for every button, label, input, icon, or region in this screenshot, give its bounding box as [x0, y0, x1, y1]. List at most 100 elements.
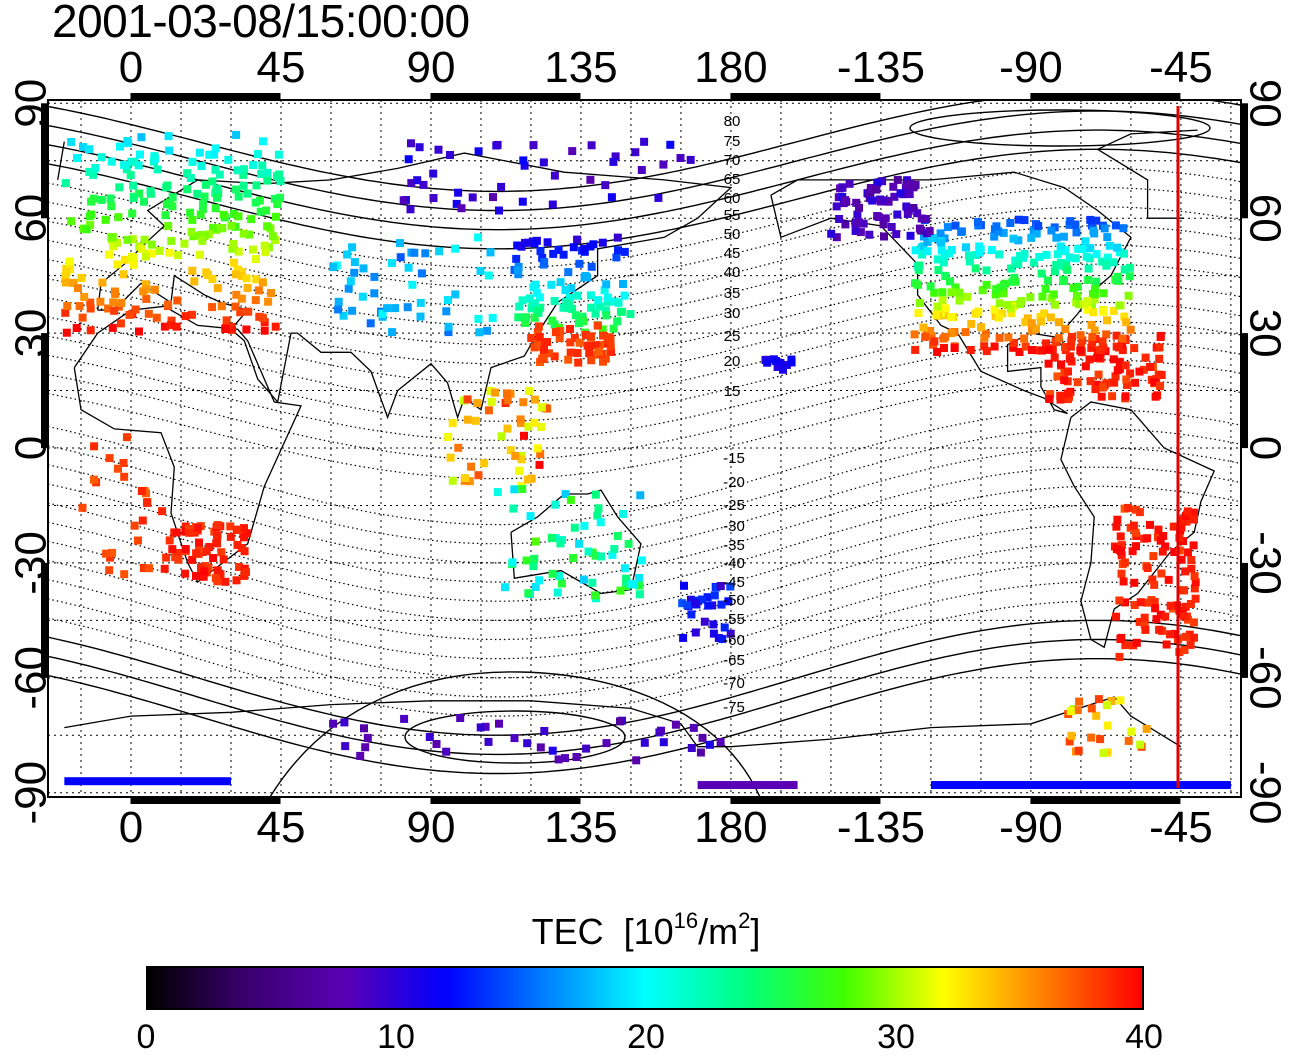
tec-point	[1112, 522, 1121, 531]
colorbar-tick: 40	[1125, 1018, 1163, 1056]
tec-point	[358, 292, 367, 301]
tec-point	[911, 246, 920, 255]
tec-point	[1010, 338, 1018, 347]
tec-point	[911, 180, 920, 189]
tec-point	[1086, 244, 1095, 253]
tec-point	[274, 150, 283, 159]
tec-point	[128, 252, 136, 261]
tec-point	[906, 231, 915, 240]
mlat-label: 50	[724, 226, 741, 243]
tec-point	[1112, 612, 1121, 621]
tec-point	[474, 233, 483, 242]
tec-point	[476, 723, 485, 732]
tec-point	[168, 202, 177, 211]
tec-point	[554, 755, 563, 764]
tec-point	[403, 303, 412, 312]
tec-point	[1080, 300, 1089, 309]
tec-point	[181, 312, 190, 321]
tec-point	[361, 743, 370, 752]
tec-point	[680, 581, 688, 590]
tec-point	[117, 298, 126, 307]
tec-point	[872, 185, 881, 194]
tec-point	[378, 309, 387, 318]
tec-point	[936, 229, 945, 238]
tec-point	[626, 310, 635, 318]
tec-point	[657, 726, 665, 735]
tec-point	[111, 289, 120, 298]
tec-point	[841, 196, 850, 205]
tec-point	[1097, 392, 1106, 401]
tec-point	[1028, 346, 1036, 354]
tec-point	[1139, 365, 1148, 374]
axis-tick-bar	[130, 797, 281, 804]
tec-point	[1075, 697, 1084, 706]
tec-point	[1125, 263, 1134, 272]
colorbar-tick: 0	[136, 1018, 156, 1056]
tec-point	[334, 305, 343, 314]
tec-point	[601, 354, 610, 363]
tec-point	[1117, 541, 1126, 550]
tec-point	[604, 333, 613, 342]
axis-tick-bar	[1241, 562, 1248, 678]
tec-point	[232, 576, 241, 585]
tec-point	[1092, 277, 1101, 286]
tec-point	[234, 212, 243, 221]
tec-point	[1096, 345, 1105, 354]
tec-point	[413, 176, 422, 185]
tec-point	[74, 284, 82, 293]
tec-point	[613, 233, 622, 242]
lat-tick-right: 0	[1240, 436, 1289, 460]
tec-point	[620, 247, 629, 256]
tec-point	[523, 739, 532, 748]
tec-point	[990, 342, 999, 351]
tec-point	[1009, 343, 1018, 352]
tec-point	[904, 206, 913, 215]
lon-tick-top: 90	[406, 43, 455, 92]
tec-point	[451, 244, 460, 253]
tec-point	[548, 316, 557, 325]
tec-point	[595, 302, 604, 311]
tec-point	[407, 139, 415, 148]
tec-point	[461, 474, 470, 483]
tec-point	[514, 313, 523, 322]
tec-point	[556, 278, 565, 287]
tec-point	[554, 246, 563, 254]
tec-point	[1171, 629, 1179, 638]
tec-point	[724, 597, 733, 606]
tec-point	[622, 574, 631, 583]
tec-point	[561, 754, 569, 763]
tec-point	[208, 177, 217, 186]
tec-point	[247, 215, 256, 224]
lon-tick-top: 135	[544, 43, 617, 92]
tec-point	[614, 246, 622, 255]
tec-point	[659, 738, 668, 747]
tec-point	[982, 266, 991, 275]
tec-point	[138, 516, 147, 525]
tec-point	[616, 307, 625, 316]
tec-point	[429, 169, 438, 178]
tec-point	[1036, 312, 1045, 321]
tec-point	[771, 357, 780, 365]
tec-point	[536, 449, 545, 458]
lat-tick-left: -90	[7, 761, 56, 825]
tec-point	[579, 317, 588, 326]
tec-point	[153, 165, 162, 174]
tec-point	[534, 322, 543, 331]
tec-point	[1155, 625, 1164, 634]
lat-tick-left: 60	[7, 194, 56, 243]
tec-point	[574, 319, 583, 328]
tec-point	[600, 286, 609, 295]
mlat-label: 75	[724, 133, 741, 150]
tec-point	[128, 209, 137, 218]
tec-point	[536, 247, 545, 256]
tec-point	[604, 293, 612, 302]
tec-point	[188, 157, 197, 166]
tec-point	[251, 198, 260, 207]
tec-point	[219, 210, 228, 219]
tec-point	[261, 248, 270, 257]
tec-point	[260, 318, 269, 327]
tec-point	[163, 181, 172, 190]
tec-point	[135, 327, 143, 336]
tec-point	[1016, 252, 1024, 260]
tec-point	[1109, 307, 1118, 315]
